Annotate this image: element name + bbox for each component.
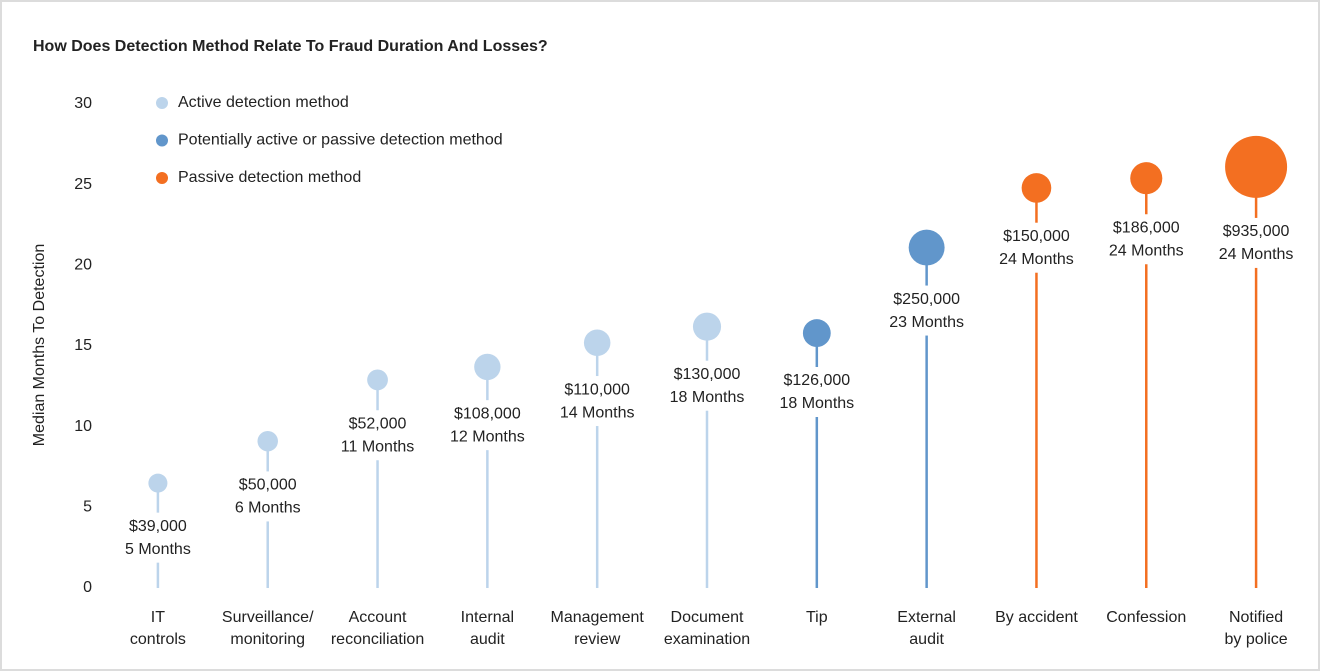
data-label: 18 Months bbox=[779, 395, 854, 412]
data-label: $250,000 bbox=[893, 291, 960, 308]
legend-label: Potentially active or passive detection … bbox=[178, 132, 503, 149]
data-label: 18 Months bbox=[670, 389, 745, 406]
data-label: 12 Months bbox=[450, 428, 525, 445]
x-tick-label: monitoring bbox=[230, 631, 305, 648]
data-label: 24 Months bbox=[1109, 242, 1184, 259]
data-label: 11 Months bbox=[341, 438, 415, 455]
label-background bbox=[327, 410, 428, 461]
bubble bbox=[148, 473, 168, 493]
label-background bbox=[547, 376, 648, 427]
x-tick-label: review bbox=[574, 631, 621, 648]
data-label: 5 Months bbox=[125, 541, 191, 558]
bubble bbox=[1021, 173, 1052, 203]
x-tick-label: Notified bbox=[1229, 609, 1283, 626]
data-label: 14 Months bbox=[560, 404, 635, 421]
y-tick-label: 15 bbox=[74, 337, 92, 354]
label-background bbox=[1096, 214, 1197, 265]
bubble bbox=[583, 329, 611, 357]
y-tick-label: 30 bbox=[74, 95, 92, 112]
label-background bbox=[986, 222, 1087, 273]
x-tick-label: IT bbox=[151, 609, 165, 626]
data-label: $39,000 bbox=[129, 518, 187, 535]
bubble bbox=[474, 353, 501, 381]
data-label: 6 Months bbox=[235, 500, 301, 517]
x-tick-label: examination bbox=[664, 631, 750, 648]
data-label: $52,000 bbox=[349, 415, 407, 432]
legend-marker bbox=[156, 97, 168, 109]
x-tick-label: Document bbox=[671, 609, 744, 626]
legend-label: Passive detection method bbox=[178, 169, 361, 186]
label-background bbox=[107, 512, 208, 563]
y-tick-label: 0 bbox=[83, 579, 92, 596]
data-label: $186,000 bbox=[1113, 219, 1180, 236]
data-label: $108,000 bbox=[454, 405, 521, 422]
x-tick-label: Tip bbox=[806, 609, 828, 626]
y-tick-label: 5 bbox=[83, 499, 92, 516]
x-tick-label: controls bbox=[130, 631, 186, 648]
label-background bbox=[766, 367, 867, 418]
legend-label: Active detection method bbox=[178, 94, 349, 111]
y-tick-label: 20 bbox=[74, 257, 92, 274]
x-tick-label: audit bbox=[909, 631, 944, 648]
data-label: 24 Months bbox=[999, 251, 1074, 268]
label-background bbox=[217, 471, 318, 522]
data-label: $130,000 bbox=[674, 366, 741, 383]
data-label: $126,000 bbox=[783, 372, 850, 389]
label-background bbox=[876, 285, 977, 336]
bubble bbox=[367, 369, 388, 391]
x-tick-label: audit bbox=[470, 631, 505, 648]
x-tick-label: External bbox=[897, 609, 956, 626]
x-tick-label: reconciliation bbox=[331, 631, 424, 648]
y-axis-label: Median Months To Detection bbox=[31, 244, 48, 446]
bubble bbox=[692, 312, 722, 341]
x-tick-label: Management bbox=[550, 609, 644, 626]
label-background bbox=[437, 400, 538, 451]
x-tick-label: Account bbox=[349, 609, 407, 626]
y-tick-label: 25 bbox=[74, 176, 92, 193]
data-label: $935,000 bbox=[1223, 223, 1290, 240]
bubble bbox=[1130, 162, 1163, 195]
data-label: 24 Months bbox=[1219, 246, 1294, 263]
bubble bbox=[908, 229, 945, 266]
bubble bbox=[802, 319, 831, 348]
y-tick-label: 10 bbox=[74, 418, 92, 435]
bubble bbox=[1225, 135, 1288, 198]
x-tick-label: Confession bbox=[1106, 609, 1186, 626]
x-tick-label: By accident bbox=[995, 609, 1078, 626]
data-label: 23 Months bbox=[889, 314, 964, 331]
data-label: $150,000 bbox=[1003, 228, 1070, 245]
label-background bbox=[657, 360, 757, 411]
x-tick-label: by police bbox=[1225, 631, 1288, 648]
legend-marker bbox=[156, 172, 168, 184]
bubble bbox=[257, 430, 278, 452]
data-label: $50,000 bbox=[239, 477, 297, 494]
label-background bbox=[1206, 217, 1307, 268]
x-tick-label: Surveillance/ bbox=[222, 609, 314, 626]
x-tick-label: Internal bbox=[461, 609, 514, 626]
legend-marker bbox=[156, 134, 168, 147]
data-label: $110,000 bbox=[564, 381, 630, 398]
chart-title: How Does Detection Method Relate To Frau… bbox=[33, 38, 548, 55]
